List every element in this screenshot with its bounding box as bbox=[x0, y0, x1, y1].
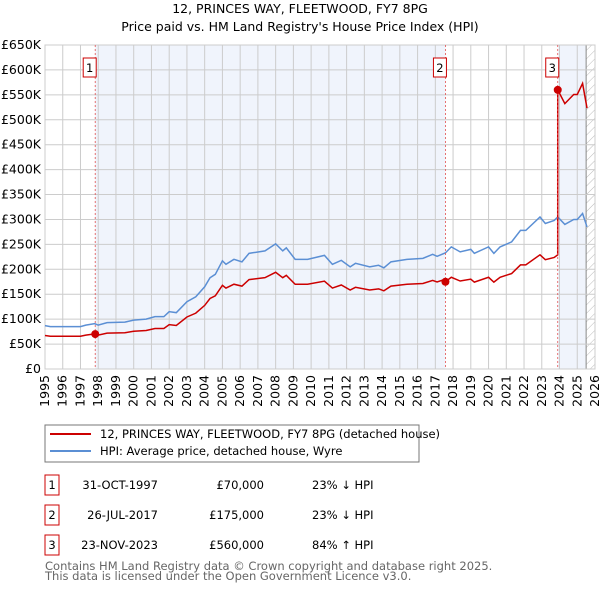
table-row-number: 1 bbox=[48, 478, 55, 492]
x-tick-label: 2003 bbox=[179, 375, 194, 407]
x-tick-label: 1999 bbox=[108, 375, 123, 407]
sale-marker-box bbox=[82, 57, 97, 78]
footer-licence: This data is licensed under the Open Gov… bbox=[44, 569, 411, 583]
x-tick-label: 2016 bbox=[410, 375, 425, 407]
y-tick-label: £200K bbox=[1, 261, 42, 276]
x-tick-label: 2008 bbox=[268, 375, 283, 407]
y-tick-label: £300K bbox=[1, 211, 42, 226]
hpi-line bbox=[44, 212, 588, 328]
x-tick-label: 2017 bbox=[427, 375, 442, 407]
x-tick-label: 2009 bbox=[285, 375, 300, 407]
y-tick-label: £250K bbox=[1, 236, 42, 251]
x-tick-label: 2013 bbox=[356, 375, 371, 407]
x-tick-label: 2022 bbox=[516, 375, 531, 407]
x-tick-label: 2012 bbox=[339, 375, 354, 407]
y-tick-label: £50K bbox=[9, 336, 42, 351]
sale-marker-number: 2 bbox=[436, 61, 443, 75]
x-tick-label: 2004 bbox=[197, 375, 212, 407]
x-tick-label: 1998 bbox=[90, 375, 105, 407]
x-tick-label: 1997 bbox=[72, 375, 87, 407]
x-tick-label: 2001 bbox=[143, 375, 158, 407]
table-row-number: 3 bbox=[48, 538, 55, 552]
x-tick-label: 2007 bbox=[250, 375, 265, 407]
y-tick-label: £550K bbox=[1, 87, 42, 102]
x-tick-label: 2025 bbox=[569, 375, 584, 407]
chart-title: 12, PRINCES WAY, FLEETWOOD, FY7 8PG bbox=[172, 1, 428, 16]
x-tick-label: 2019 bbox=[463, 375, 478, 407]
y-tick-label: £400K bbox=[1, 162, 42, 177]
y-tick-label: £150K bbox=[1, 286, 42, 301]
y-tick-label: £650K bbox=[1, 37, 42, 52]
y-tick-label: £500K bbox=[1, 112, 42, 127]
x-tick-label: 2006 bbox=[232, 375, 247, 407]
sale-point bbox=[553, 85, 562, 94]
x-tick-label: 1995 bbox=[37, 375, 52, 407]
table-row-date: 31-OCT-1997 bbox=[82, 478, 158, 492]
table-row-number-box bbox=[44, 534, 60, 556]
y-tick-label: £450K bbox=[1, 137, 42, 152]
sale-marker-number: 3 bbox=[549, 61, 556, 75]
table-row-price: £175,000 bbox=[209, 508, 264, 522]
table-row-price: £560,000 bbox=[209, 538, 264, 552]
table-row-price: £70,000 bbox=[216, 478, 264, 492]
sale-point bbox=[91, 330, 100, 339]
x-tick-label: 2024 bbox=[552, 375, 567, 407]
plot-border bbox=[44, 44, 596, 370]
table-row-date: 23-NOV-2023 bbox=[81, 538, 158, 552]
y-tick-label: £350K bbox=[1, 187, 42, 202]
table-row-hpi: 23% ↓ HPI bbox=[312, 478, 373, 492]
forecast-hatch bbox=[586, 45, 595, 369]
table-row-number: 2 bbox=[48, 508, 55, 522]
x-tick-label: 2011 bbox=[321, 375, 336, 407]
y-tick-label: £600K bbox=[1, 62, 42, 77]
x-tick-label: 2002 bbox=[161, 375, 176, 407]
sale-marker-number: 1 bbox=[86, 61, 93, 75]
shaded-range bbox=[95, 45, 446, 369]
sale-marker-box bbox=[432, 57, 447, 78]
table-row-date: 26-JUL-2017 bbox=[87, 508, 158, 522]
x-tick-label: 2023 bbox=[534, 375, 549, 407]
x-tick-label: 2005 bbox=[214, 375, 229, 407]
legend: 12, PRINCES WAY, FLEETWOOD, FY7 8PG (det… bbox=[44, 424, 440, 463]
table-row-hpi: 84% ↑ HPI bbox=[312, 538, 373, 552]
x-tick-label: 1996 bbox=[55, 375, 70, 407]
y-tick-label: £0 bbox=[25, 361, 41, 376]
x-tick-label: 2015 bbox=[392, 375, 407, 407]
x-tick-label: 2000 bbox=[126, 375, 141, 407]
table-row-number-box bbox=[44, 504, 60, 526]
chart-subtitle: Price paid vs. HM Land Registry's House … bbox=[121, 19, 478, 34]
footer-copyright: Contains HM Land Registry data © Crown c… bbox=[45, 559, 492, 573]
x-tick-label: 2010 bbox=[303, 375, 318, 407]
shaded-range bbox=[557, 45, 587, 369]
sale-marker-box bbox=[545, 57, 560, 78]
sale-point bbox=[441, 277, 450, 286]
x-tick-label: 2021 bbox=[498, 375, 513, 407]
x-tick-label: 2018 bbox=[445, 375, 460, 407]
table-row-hpi: 23% ↓ HPI bbox=[312, 508, 373, 522]
x-tick-label: 2020 bbox=[481, 375, 496, 407]
x-tick-label: 2026 bbox=[587, 375, 600, 407]
x-tick-label: 2014 bbox=[374, 375, 389, 407]
table-row-number-box bbox=[44, 474, 60, 496]
property-line bbox=[44, 81, 588, 337]
legend-label-property: 12, PRINCES WAY, FLEETWOOD, FY7 8PG (det… bbox=[100, 427, 440, 441]
y-tick-label: £100K bbox=[1, 311, 42, 326]
legend-label-hpi: HPI: Average price, detached house, Wyre bbox=[100, 444, 342, 458]
sales-table: 1 31-OCT-1997 £70,000 23% ↓ HPI 2 26-JUL-2017… bbox=[44, 474, 373, 556]
